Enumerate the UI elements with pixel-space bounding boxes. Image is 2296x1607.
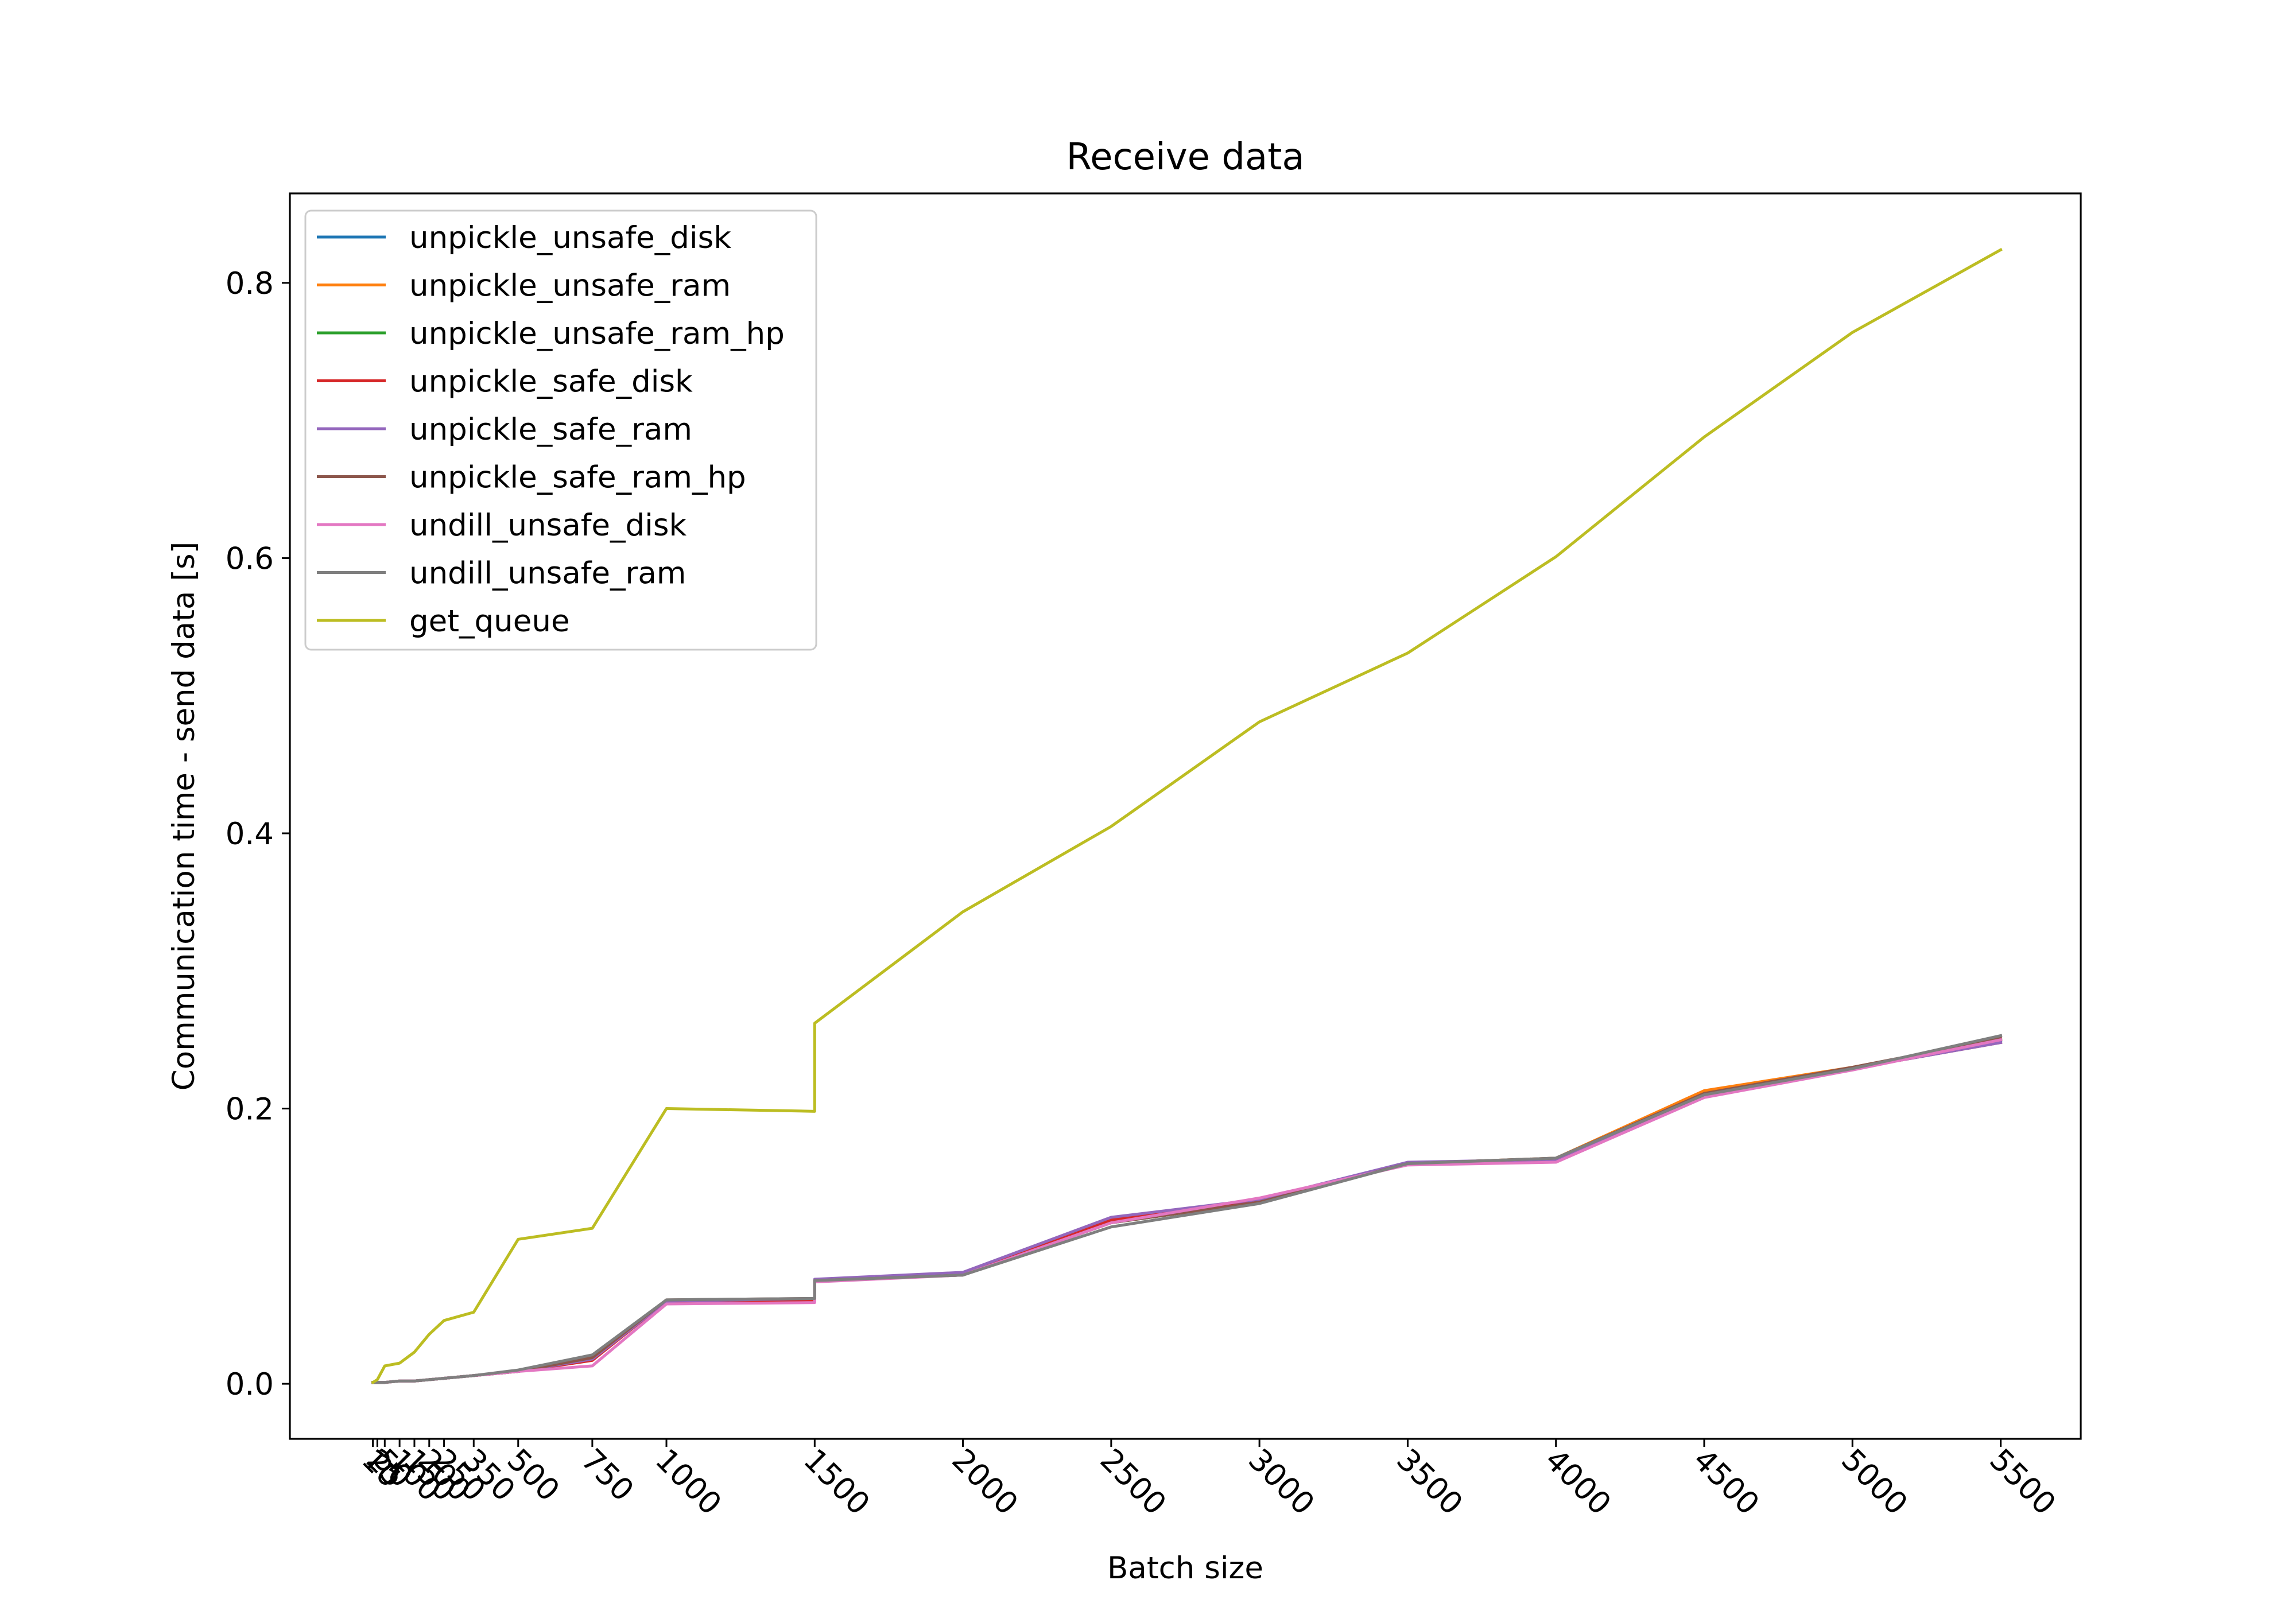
y-tick-label: 0.8 [226, 266, 274, 301]
chart-title: Receive data [1066, 136, 1304, 178]
y-tick-label: 0.2 [226, 1092, 274, 1127]
legend: unpickle_unsafe_disk unpickle_unsafe_ramu… [304, 209, 817, 651]
y-tick-label: 0.0 [226, 1367, 274, 1402]
plot-area [371, 247, 2003, 1385]
axes-frame [289, 192, 2082, 1440]
legend-label-undill-unsafe-disk: undill_unsafe_disk [409, 508, 687, 543]
legend-frame [304, 209, 817, 651]
legend-label-unpickle-safe-disk: unpickle_safe_disk [409, 364, 693, 399]
legend-label-unpickle-unsafe-disk: unpickle_unsafe_disk [409, 220, 731, 255]
series-line-undill-unsafe-ram [371, 1034, 2003, 1384]
legend-label-get-queue: get_queue [409, 604, 570, 639]
series-layer [371, 247, 2003, 1385]
legend-label-unpickle-unsafe-ram: unpickle_unsafe_ram [409, 269, 731, 304]
y-tick-label: 0.4 [226, 817, 274, 852]
legend-label-undill-unsafe-ram: undill_unsafe_ram [409, 556, 686, 591]
legend-label-unpickle-unsafe-ram-hp: unpickle_unsafe_ram_hp [409, 316, 785, 351]
x-axis-label: Batch size [1107, 1551, 1263, 1586]
legend-label-unpickle-safe-ram: unpickle_safe_ram [409, 412, 692, 447]
legend-label-unpickle-safe-ram-hp: unpickle_safe_ram_hp [409, 460, 746, 495]
series-line-get-queue [371, 247, 2003, 1385]
y-axis-ticks: 0.0 0.2 0.4 0.6 0.8 [226, 266, 290, 1402]
y-tick-label: 0.6 [226, 541, 274, 576]
y-axis-label: Communication time - send data [s] [166, 542, 201, 1091]
